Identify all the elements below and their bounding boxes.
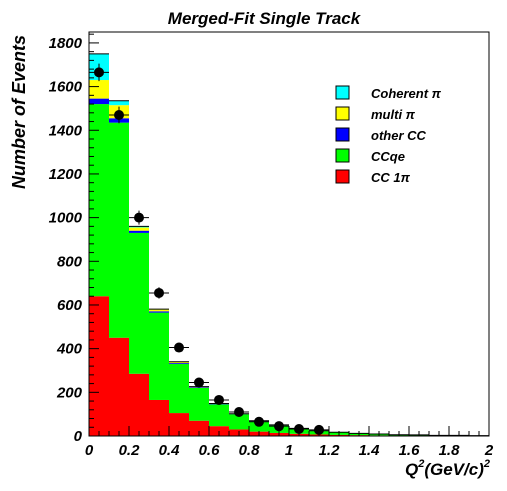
- bar-4-1: [109, 100, 129, 106]
- legend-label-4: CC 1π: [371, 170, 411, 185]
- x-tick-label-6: 1.2: [319, 442, 341, 459]
- x-tick-label-1: 0.2: [119, 442, 141, 459]
- bar-2-0: [89, 98, 109, 105]
- data-point-7: [234, 406, 244, 417]
- x-tick-label-2: 0.4: [159, 442, 181, 459]
- bar-0-4: [169, 413, 189, 436]
- data-point-4: [174, 342, 184, 353]
- x-tick-label-7: 1.4: [359, 442, 381, 459]
- bar-4-2: [129, 226, 149, 228]
- bar-3-4: [169, 361, 189, 364]
- bar-2-2: [129, 230, 149, 233]
- y-tick-label-7: 1400: [49, 122, 83, 139]
- bar-2-4: [169, 363, 189, 364]
- legend-swatch-4: [335, 169, 350, 184]
- x-axis-label-units: (GeV/c): [424, 460, 484, 479]
- data-point-10: [294, 424, 304, 435]
- y-tick-label-1: 200: [56, 384, 83, 401]
- x-tick-label-9: 1.8: [439, 442, 461, 459]
- bar-0-2: [129, 373, 149, 436]
- y-tick-label-4: 800: [57, 253, 83, 270]
- data-point-2: [134, 212, 144, 223]
- bar-0-5: [189, 420, 209, 436]
- data-point-8: [254, 416, 264, 427]
- bar-0-3: [149, 399, 169, 436]
- legend-swatch-2: [335, 127, 350, 142]
- y-tick-label-8: 1600: [49, 79, 83, 96]
- y-tick-label-6: 1200: [49, 166, 83, 183]
- x-axis-label-sup2: 2: [483, 458, 490, 470]
- x-axis-label: Q2(GeV/c)2: [405, 458, 490, 479]
- x-tick-label-4: 0.8: [239, 442, 261, 459]
- data-point-3: [154, 287, 164, 298]
- bar-1-6: [209, 404, 229, 427]
- x-tick-label-10: 2: [484, 442, 494, 459]
- legend-label-2: other CC: [371, 128, 427, 143]
- axes: 0 0.2 0.4 0.6 0.8 1 1.2 1.4 1.6 1.8 2 0 200 400 600 800…: [49, 31, 494, 459]
- bar-3-3: [149, 309, 169, 312]
- legend-label-1: multi π: [371, 107, 416, 122]
- data-points: [89, 63, 329, 435]
- bar-3-0: [89, 80, 109, 99]
- data-point-1: [114, 109, 124, 120]
- y-tick-label-3: 600: [57, 297, 83, 314]
- bar-1-3: [149, 312, 169, 400]
- data-point-0: [94, 67, 104, 78]
- bar-0-1: [109, 337, 129, 436]
- legend: Coherent π multi π other CC CCqe CC 1π: [335, 85, 442, 185]
- bar-2-3: [149, 311, 169, 313]
- y-tick-label-5: 1000: [49, 210, 83, 227]
- chart-title: Merged-Fit Single Track: [168, 9, 362, 28]
- bar-1-2: [129, 232, 149, 374]
- y-tick-label-0: 0: [74, 428, 83, 445]
- legend-label-0: Coherent π: [371, 86, 442, 101]
- legend-label-3: CCqe: [371, 149, 405, 164]
- x-axis-label-q: Q: [405, 460, 418, 479]
- x-tick-label-8: 1.6: [399, 442, 421, 459]
- bar-2-5: [189, 387, 209, 388]
- legend-swatch-1: [335, 106, 350, 121]
- x-tick-label-0: 0: [85, 442, 94, 459]
- x-axis-label-sup: 2: [417, 458, 424, 470]
- bar-1-5: [189, 387, 209, 421]
- bar-1-0: [89, 104, 109, 297]
- data-point-5: [194, 377, 204, 388]
- data-point-11: [314, 424, 324, 435]
- y-tick-label-2: 400: [56, 341, 83, 358]
- histogram-bars: [89, 53, 489, 437]
- data-point-6: [214, 394, 224, 405]
- x-tick-label-3: 0.6: [199, 442, 221, 459]
- legend-swatch-3: [335, 148, 350, 163]
- legend-swatch-0: [335, 85, 350, 100]
- bar-1-7: [229, 414, 249, 430]
- bar-1-1: [109, 122, 129, 338]
- data-point-9: [274, 421, 284, 432]
- bar-3-2: [129, 227, 149, 231]
- x-tick-label-5: 1: [285, 442, 293, 459]
- bar-1-4: [169, 363, 189, 414]
- y-tick-label-9: 1800: [49, 35, 83, 52]
- y-axis-label: Number of Events: [9, 35, 29, 189]
